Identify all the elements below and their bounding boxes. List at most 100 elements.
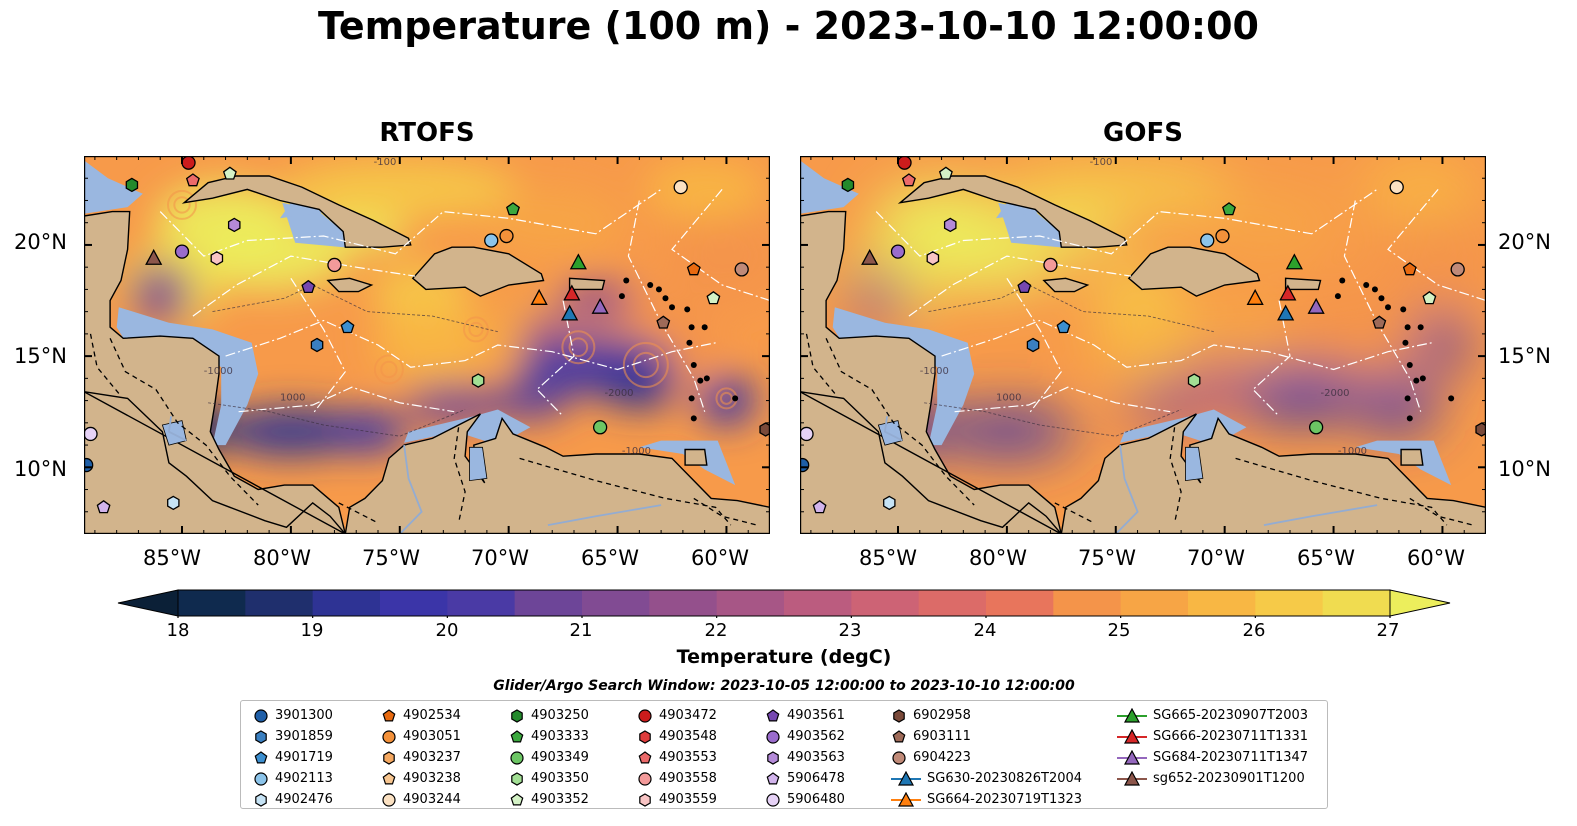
marker-SG684-20230711T1347 (1307, 297, 1325, 314)
legend-item: 4903237 (381, 747, 461, 768)
temperature-field (121, 159, 770, 458)
eddy (167, 189, 197, 220)
marker-4903349 (1308, 420, 1324, 435)
legend-item: 4903349 (509, 747, 589, 768)
legend-label: 4903563 (787, 750, 845, 765)
pentagon-marker-icon (892, 729, 906, 742)
legend: 3901300 3901859 4901719 4902113 4902476 49025… (240, 700, 1328, 809)
pentagon-marker-icon (766, 771, 780, 784)
eez-boundary (908, 255, 1132, 317)
legend-marker (383, 750, 395, 765)
legend-item: 4902534 (381, 705, 461, 726)
island (703, 375, 710, 382)
eez-boundary (192, 255, 416, 317)
pentagon-marker-icon (766, 708, 780, 721)
temperature-blob (1382, 206, 1486, 307)
temperature-field (837, 159, 1486, 458)
triangle-marker-icon (891, 770, 921, 786)
hexagon-marker-icon (511, 771, 523, 786)
legend-item: 6904223 (891, 747, 971, 768)
country-border (338, 502, 379, 524)
eddy-swirls (167, 189, 738, 410)
land-mass (1127, 246, 1261, 297)
island (1413, 377, 1420, 384)
triangle-marker-icon (1117, 749, 1147, 765)
lon-label: 60°W (691, 546, 749, 570)
axis-ticks (84, 156, 770, 534)
temperature-blob (372, 310, 493, 380)
colorbar-segment (1053, 590, 1122, 616)
marker-4903250 (841, 177, 855, 193)
colorbar-segment (582, 590, 650, 616)
temperature-blob (1196, 293, 1297, 374)
contour-label: -1000 (204, 366, 233, 377)
legend-label: 4903237 (403, 750, 461, 765)
continental-shelf (639, 440, 736, 486)
colorbar-segment (784, 590, 852, 616)
country-border (453, 427, 466, 524)
legend-marker (766, 708, 780, 721)
legend-item: 3901300 (253, 705, 333, 726)
pentagon-marker-icon (382, 771, 396, 784)
legend-item: SG630-20230826T2004 (891, 768, 1082, 789)
land-mass (326, 277, 374, 293)
country-border (1409, 497, 1474, 526)
island (1417, 324, 1424, 331)
legend-label: 3901300 (275, 708, 333, 723)
island (1406, 415, 1413, 422)
legend-marker (511, 708, 523, 723)
marker-5906480 (84, 426, 98, 442)
legend-item: SG666-20230711T1331 (1117, 726, 1308, 747)
land-mass (897, 175, 1128, 248)
legend-label: 4903548 (659, 729, 717, 744)
contour-label: -100 (374, 157, 397, 168)
rtofs-map-content: -1000 1000 -2000 -100 -1000 (84, 156, 770, 534)
legend-marker (639, 729, 651, 744)
hexagon-marker-icon (255, 729, 267, 744)
hexagon-marker-icon (639, 729, 651, 744)
country-border (693, 497, 758, 526)
lat-label-right: 20°N (1498, 230, 1551, 254)
colorbar-tick-label: 26 (1242, 620, 1266, 641)
hexagon-marker-icon (383, 750, 395, 765)
colorbar-tick-label: 20 (435, 620, 459, 641)
legend-item: 4903562 (765, 726, 845, 747)
circle-marker-icon (892, 750, 906, 765)
island (732, 395, 739, 402)
island (1339, 277, 1346, 284)
legend-item: 6902958 (891, 705, 971, 726)
legend-label: 5906480 (787, 792, 845, 807)
eddy (468, 321, 484, 338)
legend-item: 4903333 (509, 726, 589, 747)
bathymetry-contour (208, 402, 466, 437)
legend-item: 4903352 (509, 789, 589, 810)
marker-6903111 (1372, 315, 1387, 329)
marker-6904223 (1450, 262, 1465, 277)
country-border (89, 333, 122, 397)
legend-item: 6903111 (891, 726, 971, 747)
lon-label: 70°W (471, 546, 529, 570)
temperature-blob (1360, 159, 1481, 220)
temperature-blob (1198, 187, 1339, 258)
island (684, 306, 691, 313)
legend-marker (1123, 728, 1141, 744)
lon-label: 85°W (143, 546, 201, 570)
island (1378, 295, 1385, 302)
lon-label: 70°W (1187, 546, 1245, 570)
continental-shelf (1355, 440, 1452, 486)
circle-marker-icon (382, 729, 396, 744)
pentagon-marker-icon (638, 750, 652, 763)
marker-4901719 (340, 319, 355, 334)
island (1363, 281, 1370, 288)
circle-marker-icon (382, 792, 396, 807)
colorbar-tick-label: 24 (973, 620, 997, 641)
map-panel-rtofs: -1000 1000 -2000 -100 -1000 (84, 156, 770, 534)
triangle-marker-icon (1117, 707, 1147, 723)
temperature-blob (846, 268, 907, 329)
continental-shelf (800, 160, 859, 214)
eddy (561, 330, 596, 365)
legend-marker (897, 770, 915, 786)
temperature-blob (482, 187, 623, 258)
land-mass (411, 246, 545, 297)
island (623, 277, 630, 284)
